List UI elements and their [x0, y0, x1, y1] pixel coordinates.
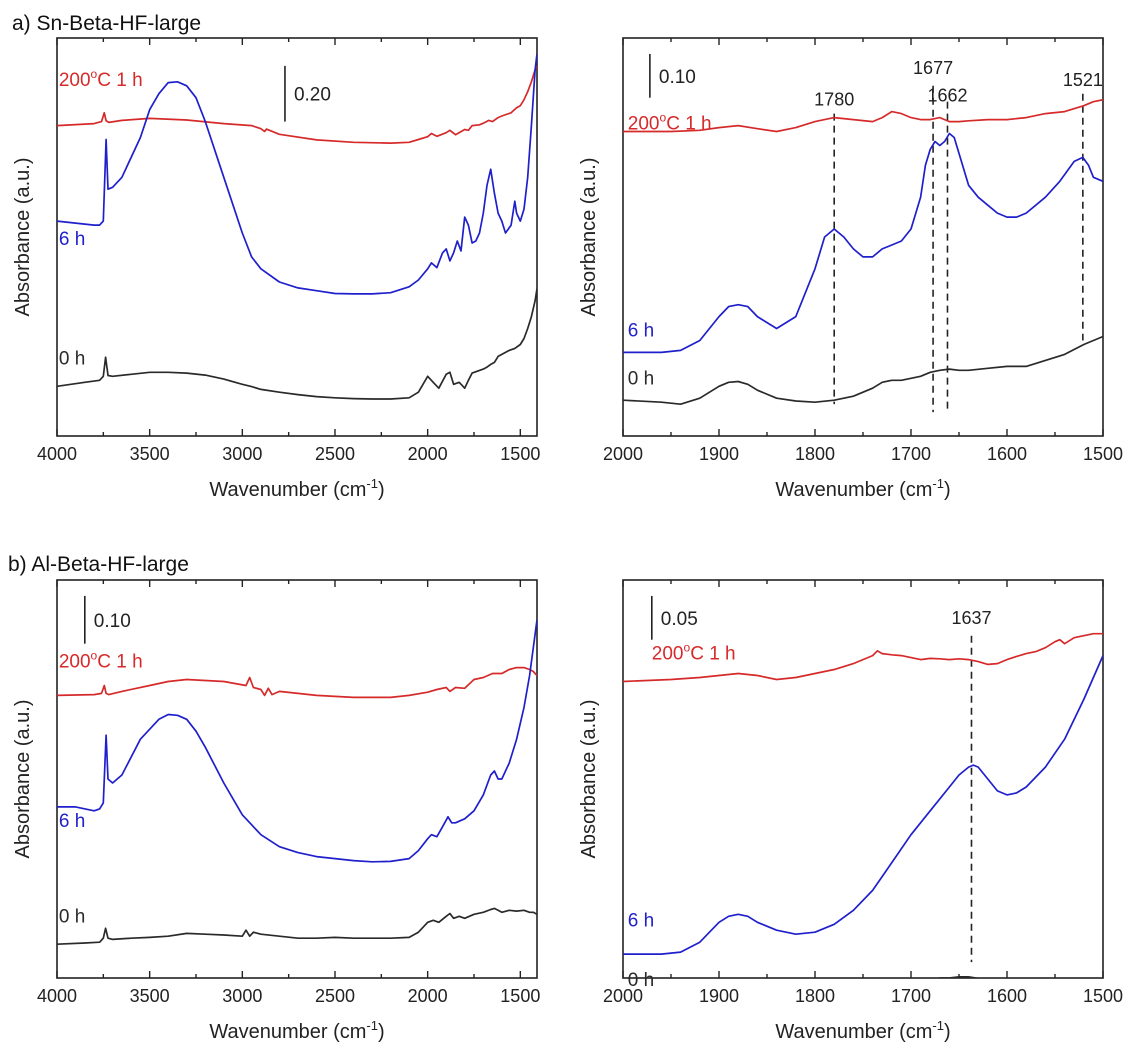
x-tick-label: 2000: [603, 986, 643, 1006]
y-axis-label: Absorbance (a.u.): [12, 700, 34, 859]
x-tick-label: 1500: [1083, 444, 1123, 464]
series-label-200-c-1-h: 200oC 1 h: [628, 111, 712, 135]
panel-a-full-range: 4000 3500 3000 2500 2000 1500 Wavenumber (cm-1…: [12, 37, 540, 501]
series-line-0-h: [57, 907, 537, 946]
peak-label: 1662: [927, 86, 967, 106]
series-group: [623, 98, 1103, 406]
x-tick-label: 3500: [130, 986, 170, 1006]
series-label-0-h: 0 h: [59, 348, 85, 369]
x-tick-label: 2500: [315, 444, 355, 464]
series-group: [57, 619, 537, 946]
series-group: [57, 53, 537, 400]
series-label-0-h: 0 h: [59, 906, 85, 927]
y-axis-label: Absorbance (a.u.): [578, 700, 600, 859]
series-line-6-h: [623, 132, 1103, 354]
series-label-0-h: 0 h: [628, 368, 654, 389]
series-group: [623, 632, 1103, 978]
peak-label: 1780: [814, 90, 854, 110]
x-tick-label: 1700: [891, 444, 931, 464]
series-label-200-c-1-h: 200oC 1 h: [59, 67, 143, 91]
scale-bar-label: 0.10: [94, 611, 131, 632]
series-line-200-c-1-h: [623, 98, 1103, 133]
series-line-0-h: [935, 975, 981, 978]
y-axis-label: Absorbance (a.u.): [578, 158, 600, 317]
x-tick-label: 1600: [987, 444, 1027, 464]
series-line-0-h: [57, 288, 537, 400]
series-line-6-h: [57, 619, 537, 863]
plot-frame: [56, 579, 538, 979]
y-axis-label: Absorbance (a.u.): [12, 158, 34, 317]
x-tick-label: 1600: [987, 986, 1027, 1006]
plot-frame: [622, 37, 1104, 437]
scale-bar-label: 0.20: [294, 85, 331, 106]
x-tick-label: 1900: [699, 986, 739, 1006]
x-tick-label: 4000: [37, 986, 77, 1006]
x-tick-label: 1800: [795, 986, 835, 1006]
x-tick-label: 2500: [315, 986, 355, 1006]
x-axis-label: Wavenumber (cm-1): [209, 476, 384, 501]
panel-b-carbonyl-region: 2000 1900 1800 1700 1600 1500 Wavenumber (cm-1…: [578, 579, 1123, 1043]
x-tick-label: 1900: [699, 444, 739, 464]
x-tick-label: 4000: [37, 444, 77, 464]
panel-b-full-range: 4000 3500 3000 2500 2000 1500 Wavenumber (cm-1…: [12, 579, 540, 1043]
plot-frame: [56, 37, 538, 437]
series-label-6-h: 6 h: [628, 910, 654, 931]
x-tick-label: 1700: [891, 986, 931, 1006]
x-tick-label: 2000: [408, 986, 448, 1006]
x-tick-label: 2000: [408, 444, 448, 464]
panel-a-carbonyl-region: 2000 1900 1800 1700 1600 1500 Wavenumber (cm-1…: [578, 37, 1123, 501]
section-title-a: a) Sn-Beta-HF-large: [12, 12, 201, 35]
scale-bar-label: 0.10: [659, 67, 696, 88]
section-title-b: b) Al-Beta-HF-large: [8, 553, 189, 576]
series-line-6-h: [623, 655, 1103, 955]
series-line-200-c-1-h: [57, 666, 537, 699]
series-line-200-c-1-h: [57, 65, 537, 144]
x-axis-label: Wavenumber (cm-1): [209, 1018, 384, 1043]
scale-bar-label: 0.05: [661, 609, 698, 630]
series-label-0-h: 0 h: [628, 970, 654, 991]
series-label-200-c-1-h: 200oC 1 h: [59, 649, 143, 673]
series-label-6-h: 6 h: [628, 321, 654, 342]
x-tick-label: 1500: [1083, 986, 1123, 1006]
x-tick-label: 1500: [500, 986, 540, 1006]
peak-label: 1677: [913, 58, 953, 78]
peak-label: 1637: [951, 608, 991, 628]
series-line-200-c-1-h: [623, 632, 1103, 683]
x-tick-label: 1800: [795, 444, 835, 464]
series-label-6-h: 6 h: [59, 811, 85, 832]
series-line-6-h: [57, 53, 537, 295]
x-axis-label: Wavenumber (cm-1): [775, 1018, 950, 1043]
series-label-6-h: 6 h: [59, 229, 85, 250]
x-tick-label: 1500: [500, 444, 540, 464]
plot-frame: [622, 579, 1104, 979]
x-tick-label: 3000: [222, 444, 262, 464]
series-line-0-h: [623, 335, 1103, 406]
series-label-200-c-1-h: 200oC 1 h: [652, 641, 736, 665]
x-axis-label: Wavenumber (cm-1): [775, 476, 950, 501]
peak-label: 1521: [1063, 70, 1103, 90]
x-tick-label: 3000: [222, 986, 262, 1006]
x-tick-label: 3500: [130, 444, 170, 464]
x-tick-label: 2000: [603, 444, 643, 464]
